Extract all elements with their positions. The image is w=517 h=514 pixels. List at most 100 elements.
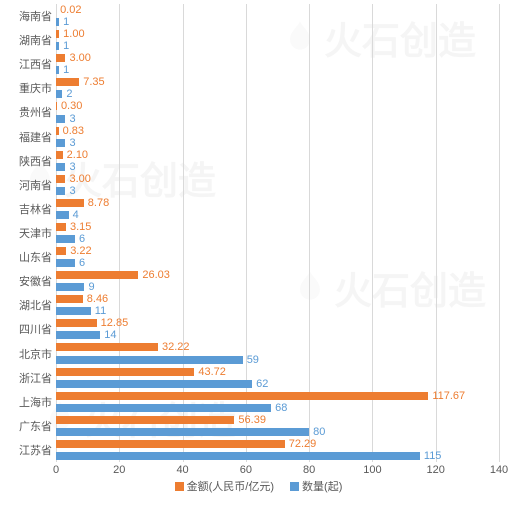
count-bar: 3 xyxy=(56,115,65,123)
category-label: 四川省 xyxy=(0,321,56,337)
count-value: 11 xyxy=(91,305,106,317)
count-value: 68 xyxy=(271,402,287,414)
x-tick: 140 xyxy=(490,464,508,476)
amount-bar: 3.22 xyxy=(56,247,66,255)
amount-value: 8.46 xyxy=(83,293,108,305)
count-bar: 1 xyxy=(56,66,59,74)
count-bar: 62 xyxy=(56,380,252,388)
x-tick: 40 xyxy=(176,464,188,476)
amount-value: 0.83 xyxy=(59,125,84,137)
count-bar: 11 xyxy=(56,307,91,315)
category-row: 浙江省43.7262 xyxy=(56,366,499,390)
amount-value: 32.22 xyxy=(158,341,190,353)
category-label: 江西省 xyxy=(0,56,56,72)
x-tick: 100 xyxy=(363,464,381,476)
category-label: 山东省 xyxy=(0,249,56,265)
amount-value: 8.78 xyxy=(84,197,109,209)
amount-value: 2.10 xyxy=(63,149,88,161)
category-row: 河南省3.003 xyxy=(56,173,499,197)
count-value: 59 xyxy=(243,354,259,366)
count-bar: 115 xyxy=(56,452,420,460)
count-value: 3 xyxy=(65,161,75,173)
category-row: 江西省3.001 xyxy=(56,52,499,76)
count-value: 1 xyxy=(59,16,69,28)
amount-value: 3.00 xyxy=(65,52,90,64)
amount-value: 117.67 xyxy=(428,390,465,402)
amount-bar: 12.85 xyxy=(56,319,97,327)
category-row: 陕西省2.103 xyxy=(56,149,499,173)
category-row: 天津市3.156 xyxy=(56,221,499,245)
amount-bar: 3.00 xyxy=(56,175,65,183)
count-value: 6 xyxy=(75,233,85,245)
category-label: 海南省 xyxy=(0,8,56,24)
count-value: 4 xyxy=(69,209,79,221)
category-label: 天津市 xyxy=(0,225,56,241)
category-label: 贵州省 xyxy=(0,104,56,120)
amount-bar: 0.83 xyxy=(56,127,59,135)
gridline xyxy=(499,4,500,462)
count-value: 115 xyxy=(420,450,442,462)
category-row: 湖北省8.4611 xyxy=(56,293,499,317)
count-bar: 1 xyxy=(56,18,59,26)
amount-value: 7.35 xyxy=(79,76,104,88)
count-bar: 59 xyxy=(56,356,243,364)
count-bar: 14 xyxy=(56,331,100,339)
count-bar: 1 xyxy=(56,42,59,50)
count-value: 9 xyxy=(84,281,94,293)
category-label: 湖北省 xyxy=(0,297,56,313)
amount-value: 0.02 xyxy=(56,4,81,16)
amount-bar: 3.15 xyxy=(56,223,66,231)
x-tick: 80 xyxy=(303,464,315,476)
category-row: 四川省12.8514 xyxy=(56,317,499,341)
x-tick: 20 xyxy=(113,464,125,476)
legend-swatch xyxy=(175,482,184,491)
amount-bar: 8.78 xyxy=(56,199,84,207)
amount-bar: 56.39 xyxy=(56,416,234,424)
count-value: 3 xyxy=(65,113,75,125)
category-label: 江苏省 xyxy=(0,442,56,458)
x-tick: 60 xyxy=(240,464,252,476)
category-label: 北京市 xyxy=(0,346,56,362)
amount-value: 26.03 xyxy=(138,269,170,281)
count-bar: 9 xyxy=(56,283,84,291)
category-row: 江苏省72.29115 xyxy=(56,438,499,462)
category-label: 河南省 xyxy=(0,177,56,193)
category-row: 湖南省1.001 xyxy=(56,28,499,52)
amount-value: 3.00 xyxy=(65,173,90,185)
amount-value: 0.30 xyxy=(57,100,82,112)
category-row: 海南省0.021 xyxy=(56,4,499,28)
amount-bar: 2.10 xyxy=(56,151,63,159)
plot-area: 海南省0.021湖南省1.001江西省3.001重庆市7.352贵州省0.303… xyxy=(56,4,499,462)
count-bar: 3 xyxy=(56,187,65,195)
category-label: 安徽省 xyxy=(0,273,56,289)
category-row: 北京市32.2259 xyxy=(56,341,499,365)
count-bar: 80 xyxy=(56,428,309,436)
category-row: 重庆市7.352 xyxy=(56,76,499,100)
category-row: 广东省56.3980 xyxy=(56,414,499,438)
category-row: 贵州省0.303 xyxy=(56,100,499,124)
category-label: 浙江省 xyxy=(0,370,56,386)
count-bar: 4 xyxy=(56,211,69,219)
amount-bar: 8.46 xyxy=(56,295,83,303)
amount-bar: 43.72 xyxy=(56,368,194,376)
legend-item: 数量(起) xyxy=(290,478,342,494)
count-value: 1 xyxy=(59,40,69,52)
legend-label: 数量(起) xyxy=(302,478,342,494)
legend-label: 金额(人民币/亿元) xyxy=(187,478,274,494)
amount-value: 3.22 xyxy=(66,245,91,257)
amount-value: 56.39 xyxy=(234,414,266,426)
amount-value: 1.00 xyxy=(59,28,84,40)
legend: 金额(人民币/亿元) 数量(起) xyxy=(0,478,517,494)
count-bar: 6 xyxy=(56,235,75,243)
count-bar: 3 xyxy=(56,163,65,171)
count-value: 2 xyxy=(62,88,72,100)
category-row: 吉林省8.784 xyxy=(56,197,499,221)
count-bar: 2 xyxy=(56,90,62,98)
count-bar: 6 xyxy=(56,259,75,267)
category-label: 吉林省 xyxy=(0,201,56,217)
amount-bar: 1.00 xyxy=(56,30,59,38)
amount-value: 43.72 xyxy=(194,366,226,378)
amount-bar: 7.35 xyxy=(56,78,79,86)
category-label: 湖南省 xyxy=(0,32,56,48)
category-row: 上海市117.6768 xyxy=(56,390,499,414)
